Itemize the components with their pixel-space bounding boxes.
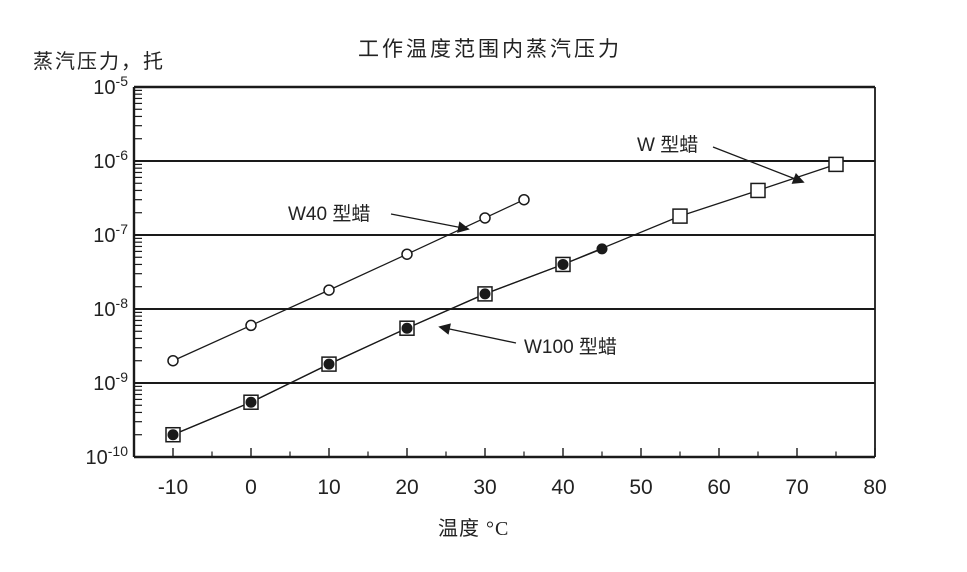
x-tick-label: 70: [785, 476, 808, 499]
y-tick-label: 10-6: [93, 147, 128, 173]
x-tick-label: 40: [551, 476, 574, 499]
y-tick-label: 10-7: [93, 221, 128, 247]
annotation-arrow: [438, 323, 517, 344]
marker-open-square: [672, 208, 688, 224]
x-tick-label: 10: [317, 476, 340, 499]
marker-open-circle: [245, 319, 257, 332]
y-tick-label: 10-5: [93, 73, 128, 99]
chart-title: 工作温度范围内蒸汽压力: [358, 37, 622, 61]
marker-open-circle: [518, 193, 530, 206]
marker-open-circle: [479, 212, 491, 224]
marker-open-circle: [323, 284, 335, 296]
annotation-arrow: [712, 146, 805, 184]
series-annotation: W40 型蜡: [288, 203, 370, 225]
marker-open-circle: [401, 248, 413, 260]
x-tick-label: 60: [707, 476, 730, 499]
x-tick-label: 30: [473, 476, 496, 499]
y-axis-label: 蒸汽压力，托: [33, 51, 165, 73]
series-line-W40型蜡: [172, 199, 525, 362]
marker-open-circle: [167, 354, 179, 367]
y-tick-label: 10-8: [93, 295, 128, 321]
marker-filled-circle: [245, 396, 257, 408]
marker-filled-circle: [479, 288, 491, 300]
annotation-arrow: [390, 213, 470, 233]
series-annotation: W 型蜡: [637, 134, 698, 156]
x-tick-label: 50: [629, 476, 652, 499]
marker-filled-circle: [167, 429, 179, 441]
marker-filled-circle: [401, 322, 413, 334]
x-tick-label: 80: [863, 476, 886, 499]
y-tick-label: 10-9: [93, 369, 128, 395]
series-line-W型蜡: [172, 163, 837, 436]
marker-filled-circle: [323, 358, 335, 370]
marker-open-square: [828, 156, 844, 173]
y-tick-label: 10-10: [86, 443, 129, 469]
marker-open-square: [750, 182, 766, 199]
series-annotation: W100 型蜡: [524, 336, 617, 358]
x-tick-label: 20: [395, 476, 418, 499]
marker-filled-circle: [596, 243, 608, 255]
x-axis-label: 温度 °C: [438, 518, 510, 540]
x-tick-label: 0: [245, 476, 257, 499]
x-tick-label: -10: [158, 476, 188, 499]
marker-filled-circle: [557, 258, 569, 270]
